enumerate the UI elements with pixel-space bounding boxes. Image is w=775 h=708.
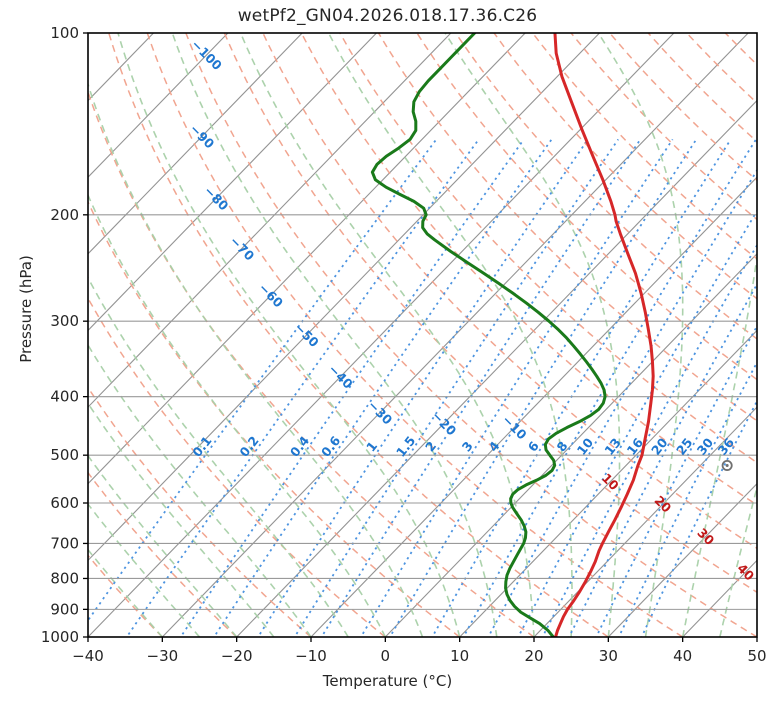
x-axis-label: Temperature (°C) [322,672,453,690]
svg-text:100: 100 [50,24,79,42]
svg-text:30: 30 [599,647,618,665]
svg-text:700: 700 [50,534,79,552]
svg-text:300: 300 [50,312,79,330]
plot-border [87,32,758,638]
svg-text:40: 40 [673,647,692,665]
plot-background [88,33,757,637]
svg-text:−10: −10 [295,647,327,665]
special-markers [721,459,733,471]
svg-text:−20: −20 [221,647,253,665]
svg-text:500: 500 [50,446,79,464]
svg-text:1000: 1000 [41,628,79,646]
svg-text:50: 50 [747,647,766,665]
svg-text:−30: −30 [147,647,179,665]
svg-text:200: 200 [50,206,79,224]
svg-text:20: 20 [524,647,543,665]
temperature-profile-line [553,33,655,637]
svg-text:10: 10 [450,647,469,665]
chart-title: wetPf2_GN04.2026.018.17.36.C26 [237,6,538,26]
svg-text:−40: −40 [72,647,104,665]
svg-text:900: 900 [50,600,79,618]
svg-text:600: 600 [50,494,79,512]
dewpoint-profile-line [370,33,607,637]
svg-text:800: 800 [50,569,79,587]
svg-text:0: 0 [381,647,391,665]
svg-text:400: 400 [50,388,79,406]
